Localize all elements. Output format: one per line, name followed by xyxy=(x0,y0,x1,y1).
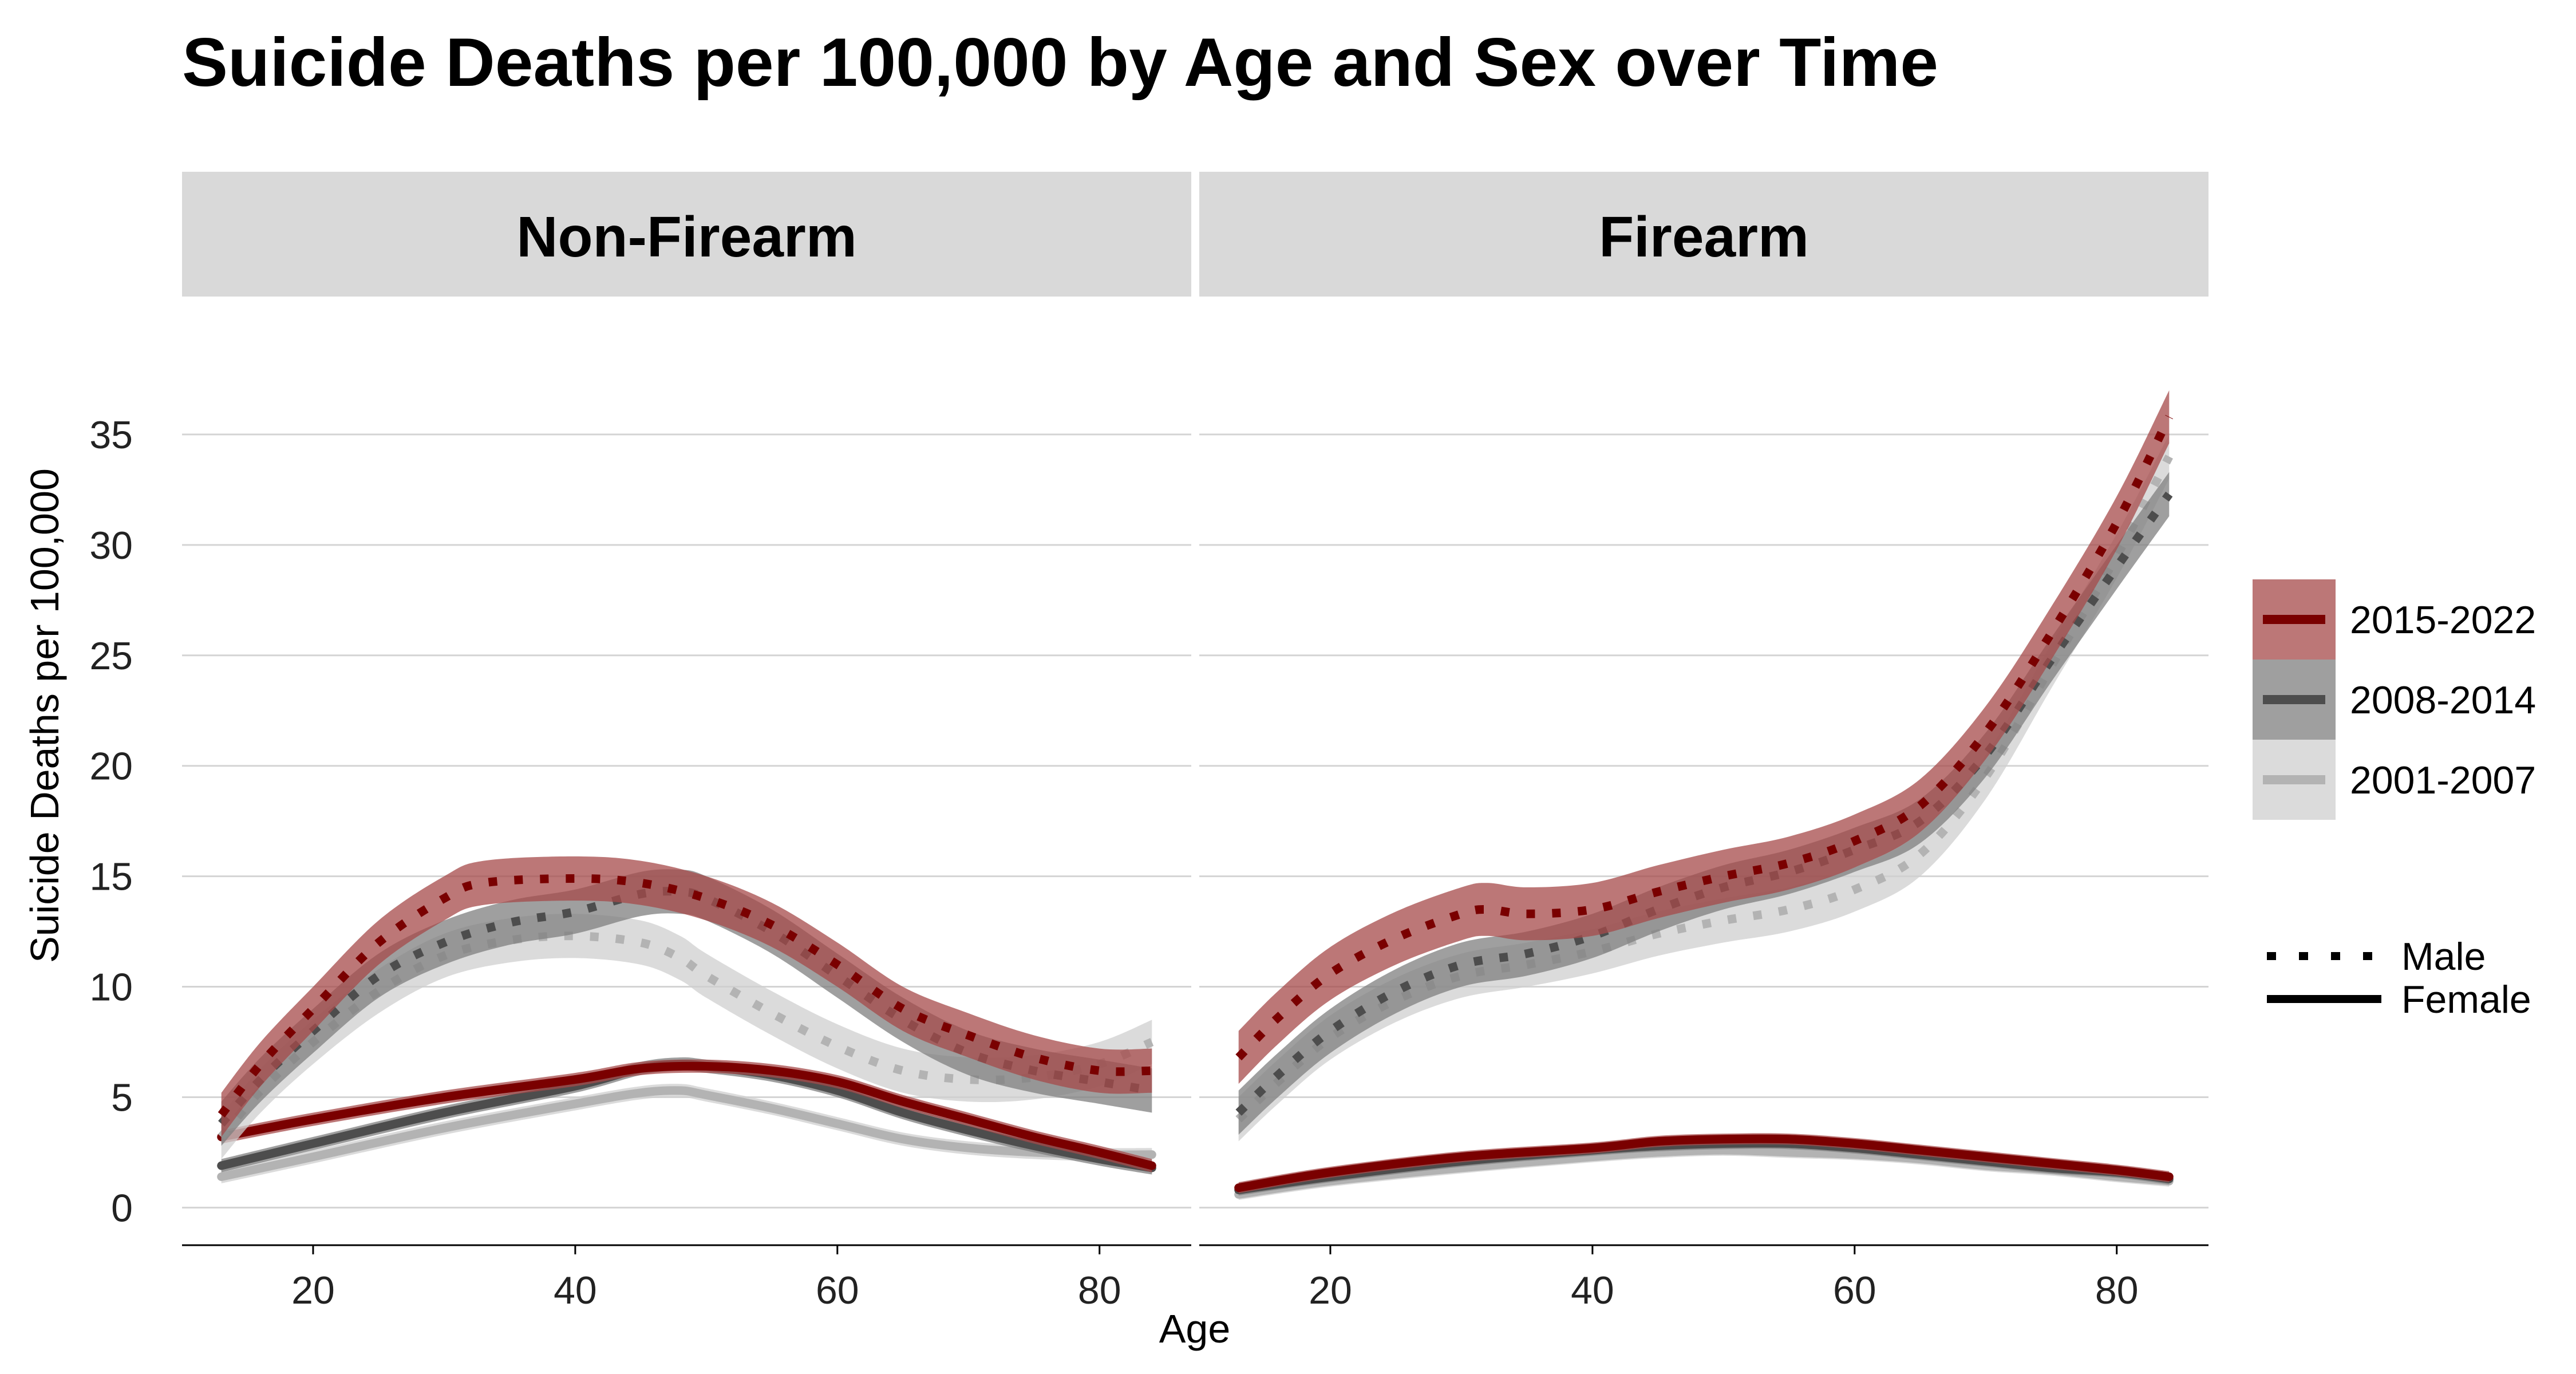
line-non-firearm-2001-2007-female xyxy=(217,1086,1156,1181)
plot-panel-non-firearm: 20 40 60 80 xyxy=(182,433,1191,1312)
band-firearm-2015-2022-male xyxy=(1238,390,2170,1084)
y-tick-label-35: 35 xyxy=(89,413,133,457)
x-tick-label-20: 20 xyxy=(1309,1269,1352,1312)
y-axis-title: Suicide Deaths per 100,000 xyxy=(22,468,67,963)
panel-strip-non-firearm: Non-Firearm xyxy=(182,172,1191,297)
x-tick-label-80: 80 xyxy=(1078,1269,1121,1312)
band-firearm-2008-2014-male xyxy=(1238,472,2170,1135)
line-firearm-2015-2022-female xyxy=(1234,1134,2174,1193)
band-non-firearm-2001-2007-male xyxy=(221,914,1152,1159)
legend-item-male: Male xyxy=(2267,935,2486,978)
x-tick-label-60: 60 xyxy=(1833,1269,1876,1312)
y-axis: 0 5 10 15 20 25 30 35 xyxy=(89,413,133,1230)
y-tick-label-30: 30 xyxy=(89,524,133,567)
line-non-firearm-2015-2022-male xyxy=(218,874,1152,1118)
legend-label-2001-2007: 2001-2007 xyxy=(2350,759,2536,802)
y-tick-label-0: 0 xyxy=(111,1186,133,1230)
x-tick-label-40: 40 xyxy=(554,1269,597,1312)
x-axis-title: Age xyxy=(1159,1306,1231,1351)
band-non-firearm-2008-2014-female xyxy=(221,1057,1152,1175)
chart-title: Suicide Deaths per 100,000 by Age and Se… xyxy=(182,24,1938,101)
legend-label-2008-2014: 2008-2014 xyxy=(2350,678,2536,722)
panel-title-firearm: Firearm xyxy=(1599,205,1809,269)
y-tick-label-15: 15 xyxy=(89,855,133,899)
legend-label-female: Female xyxy=(2401,978,2531,1021)
x-tick-label-60: 60 xyxy=(816,1269,859,1312)
panel-title-non-firearm: Non-Firearm xyxy=(516,205,857,269)
plot-panel-firearm: 20 40 60 80 xyxy=(1199,390,2208,1312)
x-tick-label-40: 40 xyxy=(1571,1269,1614,1312)
x-tick-label-80: 80 xyxy=(2095,1269,2139,1312)
legend-item-2001-2007: 2001-2007 xyxy=(2253,740,2536,820)
band-non-firearm-2015-2022-male xyxy=(221,856,1152,1137)
legend-label-2015-2022: 2015-2022 xyxy=(2350,598,2536,642)
y-tick-label-5: 5 xyxy=(111,1076,133,1119)
y-tick-label-20: 20 xyxy=(89,745,133,788)
legend-item-2008-2014: 2008-2014 xyxy=(2253,660,2536,740)
legend-item-2015-2022: 2015-2022 xyxy=(2253,579,2536,660)
y-tick-label-10: 10 xyxy=(89,966,133,1009)
y-tick-label-25: 25 xyxy=(89,634,133,678)
line-non-firearm-2015-2022-female xyxy=(217,1061,1156,1170)
panel-strip-firearm: Firearm xyxy=(1199,172,2208,297)
x-tick-label-20: 20 xyxy=(291,1269,335,1312)
band-non-firearm-2008-2014-male xyxy=(221,869,1152,1146)
legend-label-male: Male xyxy=(2401,935,2486,978)
legend-item-female: Female xyxy=(2267,978,2531,1021)
